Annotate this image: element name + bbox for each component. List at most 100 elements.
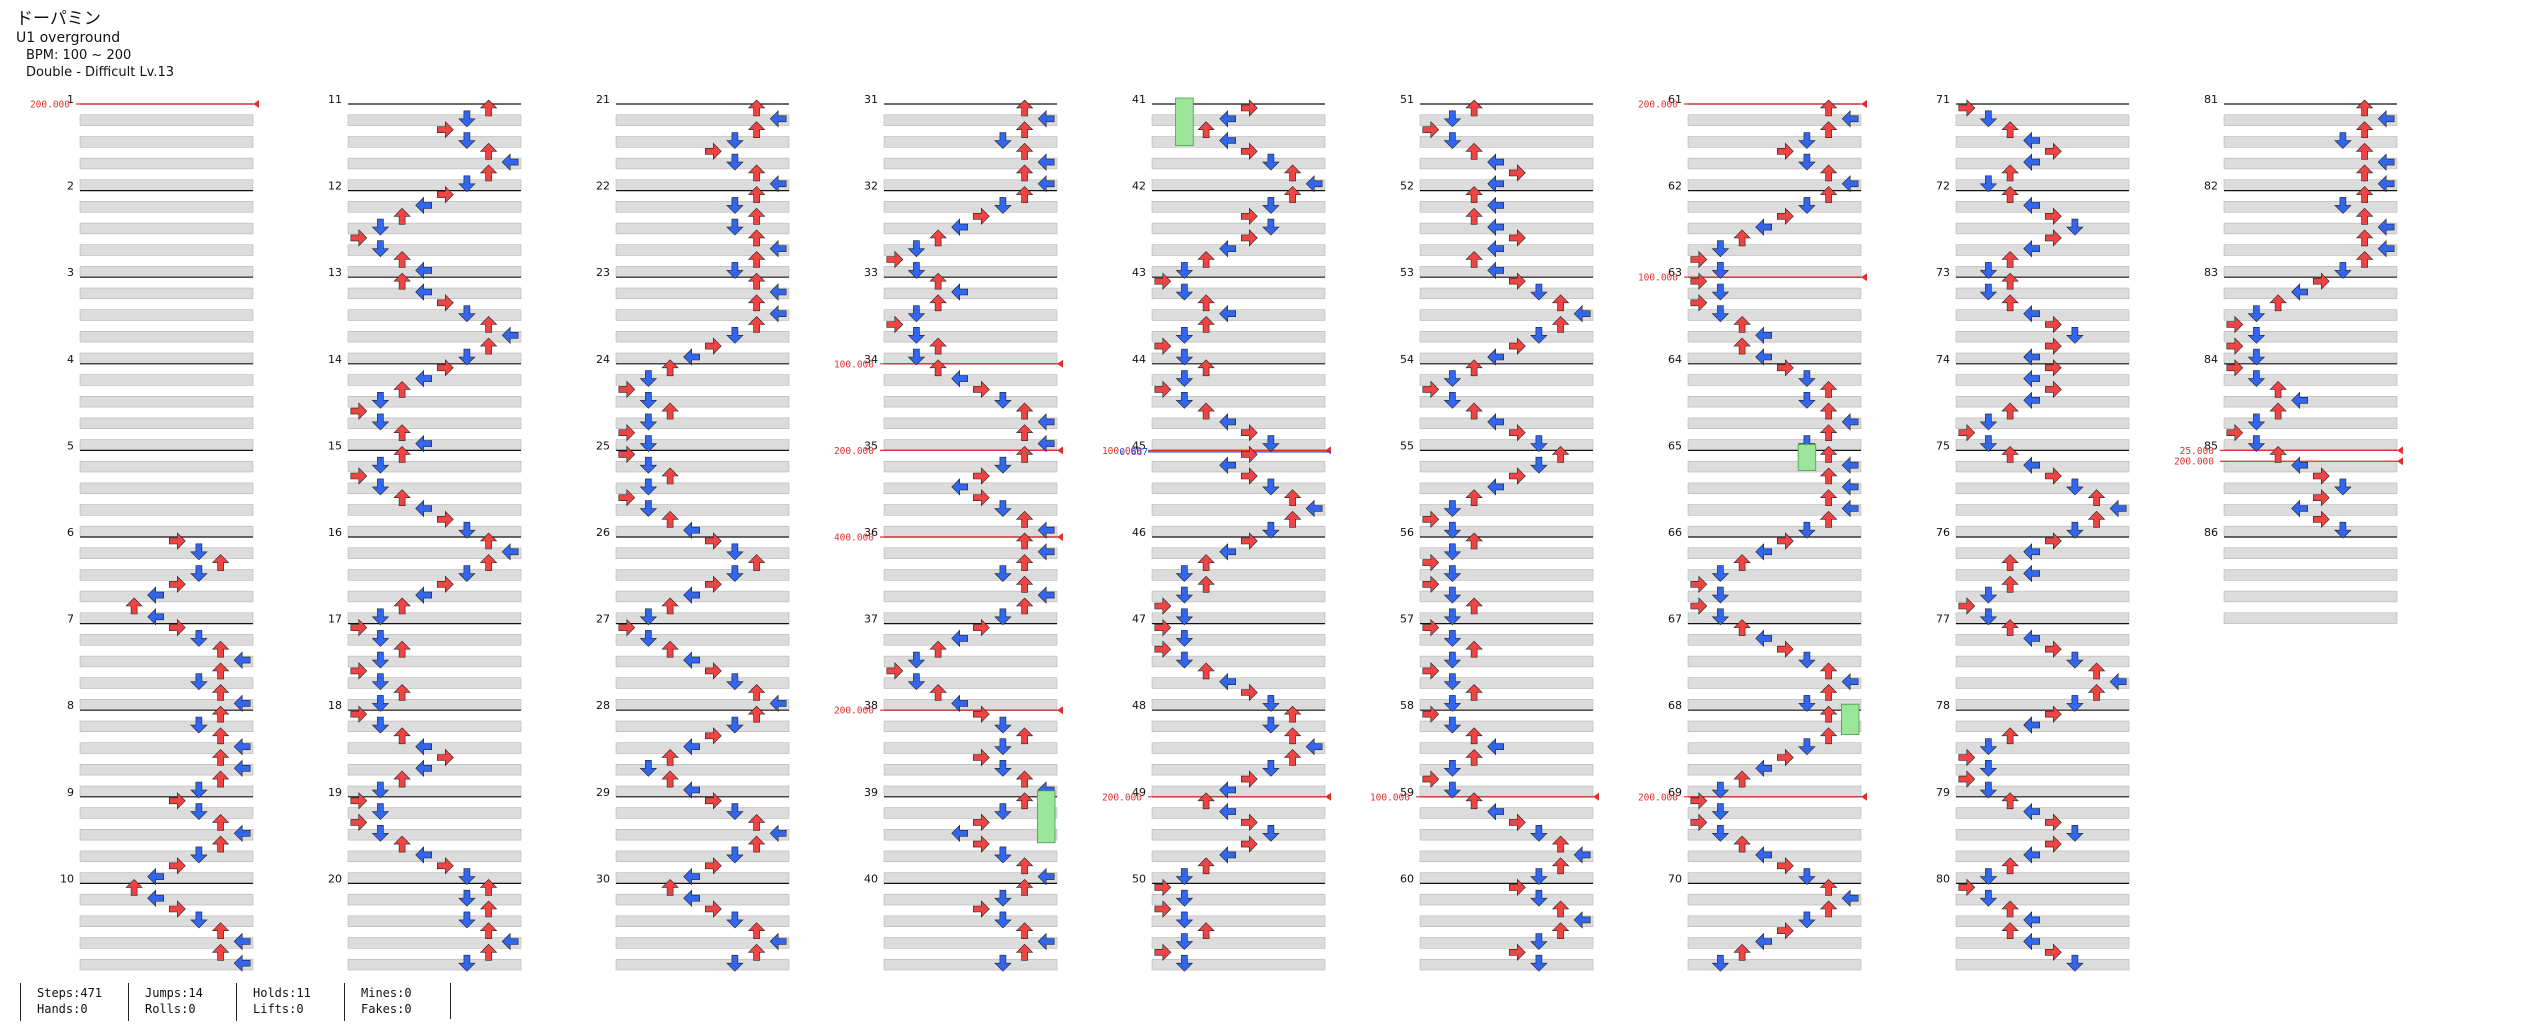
beat-band — [1419, 331, 1594, 343]
step-arrow — [2001, 164, 2019, 182]
step-arrow — [1241, 142, 1258, 161]
step-arrow — [1819, 402, 1838, 420]
step-arrow — [415, 846, 433, 864]
stats-col-steps: Steps:471 Hands:0 — [20, 983, 102, 1021]
beat-band — [347, 460, 522, 473]
beat-band — [1687, 352, 1862, 365]
beat-band — [2223, 266, 2398, 278]
step-arrow — [2334, 262, 2352, 279]
measure-number: 25 — [596, 439, 610, 452]
step-arrow — [1979, 283, 1998, 301]
step-arrow — [1175, 370, 1194, 388]
step-arrow — [211, 943, 230, 961]
beat-band — [347, 244, 522, 256]
step-arrow — [233, 932, 251, 951]
beat-band — [1151, 482, 1326, 494]
step-arrow — [994, 391, 1012, 409]
step-arrow — [1755, 932, 1772, 951]
step-arrow — [479, 142, 498, 160]
step-arrow — [125, 878, 143, 896]
step-arrow — [726, 132, 744, 149]
measure-number: 12 — [328, 180, 342, 193]
beat-band — [1419, 937, 1594, 949]
beat-band — [347, 179, 522, 191]
step-arrow — [726, 153, 744, 171]
step-arrow — [415, 586, 433, 604]
step-arrow — [371, 630, 390, 647]
beat-band — [1419, 655, 1594, 668]
beat-band — [347, 287, 522, 300]
beat-band — [1687, 699, 1862, 711]
stat-mines: Mines:0 — [361, 986, 412, 1000]
beat-band — [1151, 699, 1326, 711]
step-arrow — [147, 889, 164, 907]
beat-band — [883, 374, 1058, 386]
measure-number: 72 — [1936, 180, 1950, 193]
step-arrow — [1262, 695, 1280, 712]
step-arrow — [1487, 261, 1504, 280]
step-arrow — [2377, 239, 2395, 258]
step-arrow — [2001, 857, 2019, 875]
step-arrow — [1015, 575, 1034, 593]
step-arrow — [972, 900, 990, 918]
measure-number: 55 — [1400, 439, 1414, 452]
step-arrow — [393, 445, 411, 463]
step-arrow — [1711, 565, 1730, 582]
measure-number: 86 — [2204, 526, 2218, 539]
step-arrow — [2023, 131, 2040, 150]
step-arrow — [1175, 391, 1194, 409]
bpm-marker — [1057, 359, 1063, 368]
step-arrow — [639, 478, 658, 496]
beat-band — [1687, 157, 1862, 170]
step-arrow — [415, 196, 433, 215]
beat-band — [79, 222, 254, 235]
step-arrow — [726, 803, 744, 821]
step-arrow — [1154, 878, 1172, 897]
step-arrow — [1690, 272, 1708, 290]
beat-band — [1687, 482, 1862, 494]
step-arrow — [190, 673, 208, 691]
step-arrow — [458, 305, 476, 323]
beat-band — [1151, 244, 1326, 256]
step-arrow — [1530, 933, 1548, 950]
step-arrow — [1777, 359, 1794, 377]
step-arrow — [1958, 748, 1976, 767]
step-arrow — [1465, 359, 1483, 377]
step-arrow — [501, 932, 519, 951]
beat-band — [2223, 504, 2398, 516]
beat-band — [1419, 157, 1594, 170]
step-arrow — [350, 662, 368, 680]
step-arrow — [994, 889, 1012, 907]
bpm-label: 100.000 — [1102, 446, 1142, 457]
step-arrow — [2334, 478, 2352, 496]
step-arrow — [350, 813, 368, 832]
step-arrow — [994, 500, 1012, 517]
beat-band — [347, 482, 522, 494]
step-arrow — [747, 835, 766, 853]
step-arrow — [2001, 554, 2019, 571]
beat-band — [883, 547, 1058, 559]
stats-col-mines: Mines:0 Fakes:0 — [344, 983, 412, 1021]
step-arrow — [618, 488, 636, 507]
bpm-marker — [1057, 706, 1063, 715]
measure-number: 24 — [596, 353, 610, 366]
step-arrow — [2045, 142, 2062, 161]
step-arrow — [2226, 423, 2244, 442]
step-arrow — [1422, 770, 1440, 788]
step-arrow — [2269, 380, 2287, 398]
step-arrow — [233, 954, 251, 972]
measure-number: 26 — [596, 526, 610, 539]
step-arrow — [1219, 672, 1236, 691]
step-arrow — [639, 630, 658, 647]
beat-band — [1419, 807, 1594, 819]
step-arrow — [393, 640, 411, 658]
step-arrow — [1037, 543, 1055, 561]
measure-number: 40 — [864, 872, 878, 885]
beat-band — [1151, 287, 1326, 300]
beat-band — [347, 396, 522, 408]
beat-band — [883, 677, 1058, 689]
beat-band — [347, 872, 522, 884]
step-arrow — [1015, 164, 1034, 182]
step-arrow — [972, 813, 990, 832]
